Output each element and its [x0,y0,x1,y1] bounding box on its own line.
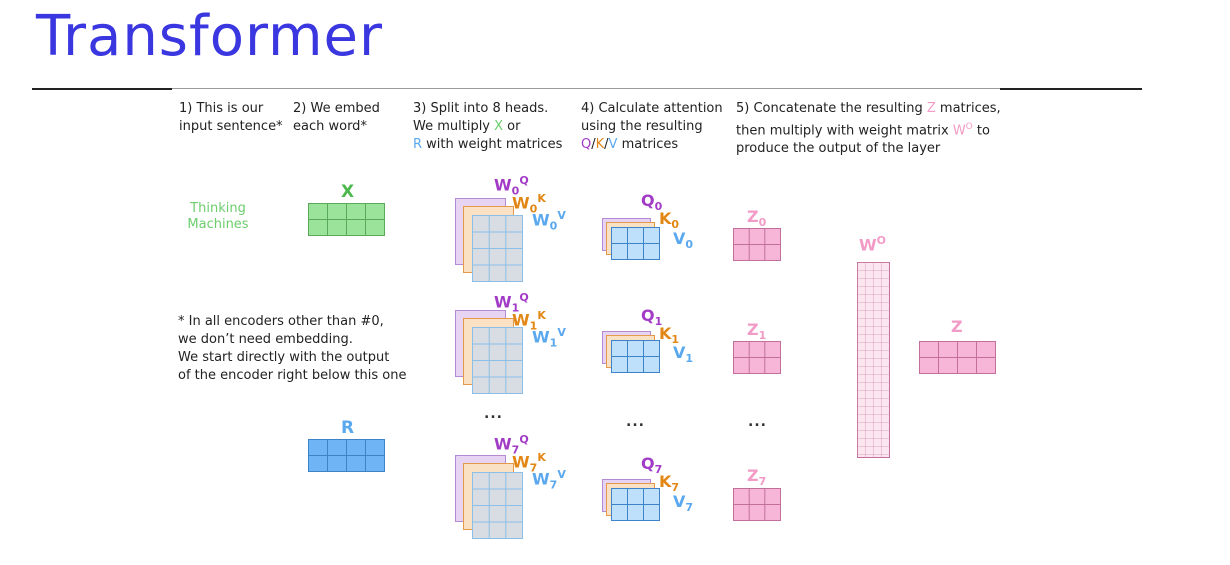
step-2-line-2: each word* [293,119,367,134]
step-2-text: 2) We embed each word* [293,100,380,136]
input-word-2: Machines [187,217,249,232]
head-0-k-label: K0 [659,209,680,232]
input-word-1: Thinking [190,201,246,216]
head-0-wq-label: W0Q [494,174,529,198]
step-3-line-3: R with weight matrices [413,137,563,152]
step-3-line-1: 3) Split into 8 heads. [413,101,549,116]
step-1-text: 1) This is our input sentence* [179,100,283,136]
head-1-k-label: K1 [659,324,680,347]
head-1-q-label: Q1 [641,306,663,329]
step-4-line-1: 4) Calculate attention [581,101,723,116]
page-title: Transformer [36,4,384,69]
head-0-wv-label: W0V [532,209,566,233]
head-1-wk-label: W1K [512,309,546,333]
step-3-line-2: We multiply X or [413,119,521,134]
note-line-2: we don’t need embedding. [178,332,353,347]
head-0-z-matrix [733,228,781,261]
step-2-line-1: 2) We embed [293,101,380,116]
head-7-wv-label: W7V [532,468,566,492]
heads-ellipsis: ... [484,406,503,422]
embedding-x-label: X [341,182,355,202]
head-7-wk-label: W7K [512,451,546,475]
wo-label: WO [859,234,887,255]
head-1-v-label: V1 [673,343,694,366]
title-rule-left [32,88,172,90]
z-output-matrix [919,341,996,374]
r-matrix [308,439,385,472]
head-1-qkv-matrices [602,331,660,373]
note-line-1: * In all encoders other than #0, [178,314,384,329]
head-7-wq-label: W7Q [494,433,529,457]
step-3-text: 3) Split into 8 heads. We multiply X or … [413,100,562,154]
head-1-wq-label: W1Q [494,291,529,315]
head-7-z-label: Z7 [747,466,767,489]
head-0-v-label: V0 [673,229,694,252]
step-1-line-2: input sentence* [179,119,283,134]
head-0-wk-label: W0K [512,192,546,216]
head-0-weight-matrices [455,198,523,282]
step-3-r-label: R [413,137,423,152]
head-1-z-matrix [733,341,781,374]
head-0-z-label: Z0 [747,207,767,230]
embedding-x-matrix [308,203,385,236]
head-1-wv-label: W1V [532,326,566,350]
step-1-line-1: 1) This is our [179,101,264,116]
head-1-weight-matrices [455,310,523,394]
head-7-qkv-matrices [602,479,660,521]
step-5-line-3: produce the output of the layer [736,141,941,157]
head-7-weight-matrices [455,455,523,539]
title-rule-mid [172,88,1000,89]
step-5-text: 5) Concatenate the resulting Z matrices,… [736,100,1001,158]
head-0-qkv-matrices [602,218,660,260]
qkv-ellipsis: ... [626,414,645,430]
r-label: R [341,418,355,438]
step-4-line-2: using the resulting [581,119,703,134]
title-rule-right [1000,88,1142,90]
input-sentence: Thinking Machines [176,201,260,233]
head-7-z-matrix [733,488,781,521]
step-4-line-3: Q/K/V matrices [581,137,679,152]
note-line-4: of the encoder right below this one [178,368,407,383]
step-4-text: 4) Calculate attention using the resulti… [581,100,723,154]
step-5-line-2: then multiply with weight matrix WO to [736,122,990,139]
note-line-3: We start directly with the output [178,350,390,365]
embedding-note: * In all encoders other than #0, we don’… [178,313,407,385]
wo-matrix [857,262,890,458]
head-7-v-label: V7 [673,492,694,515]
z-output-label: Z [951,317,963,336]
head-0-q-label: Q0 [641,191,663,214]
head-7-k-label: K7 [659,472,680,495]
z-ellipsis: ... [748,414,767,430]
head-7-q-label: Q7 [641,454,663,477]
step-3-x-label: X [494,119,504,134]
head-1-z-label: Z1 [747,320,767,343]
step-5-line-1: 5) Concatenate the resulting Z matrices, [736,101,1001,116]
